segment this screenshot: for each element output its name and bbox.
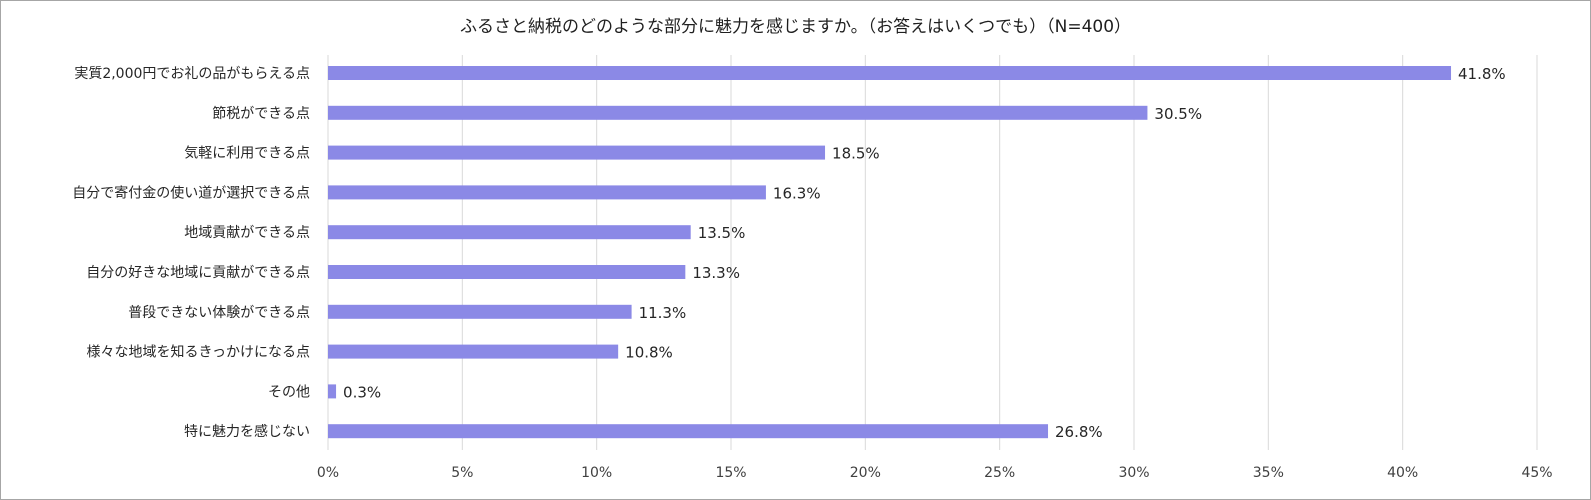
x-tick-label: 5% [451, 465, 473, 481]
value-label: 18.5% [832, 145, 880, 163]
category-label: 自分の好きな地域に貢献ができる点 [86, 265, 310, 281]
bar [328, 384, 337, 399]
x-tick-label: 10% [581, 465, 612, 481]
category-label: その他 [268, 384, 310, 400]
value-label: 16.3% [773, 184, 821, 202]
chart-title: ふるさと納税のどのような部分に魅力を感じますか。（お答えはいくつでも）（N=40… [459, 17, 1132, 37]
bar [328, 304, 632, 319]
x-tick-label: 15% [715, 465, 746, 481]
value-label: 10.8% [625, 344, 673, 362]
value-label: 0.3% [343, 383, 381, 401]
x-tick-label: 20% [850, 465, 881, 481]
category-label: 自分で寄付金の使い道が選択できる点 [72, 184, 310, 201]
category-label: 節税ができる点 [212, 105, 310, 122]
category-label: 実質2,000円でお礼の品がもらえる点 [74, 66, 310, 82]
category-label: 気軽に利用できる点 [184, 146, 310, 162]
x-tick-label: 40% [1387, 465, 1418, 481]
category-label: 様々な地域を知るきっかけになる点 [87, 344, 310, 361]
bar [328, 225, 691, 240]
value-label: 30.5% [1154, 105, 1202, 123]
value-label: 13.3% [692, 264, 740, 282]
bars [328, 66, 1452, 439]
x-tick-label: 45% [1521, 465, 1552, 481]
value-label: 41.8% [1458, 65, 1506, 83]
bar [328, 145, 826, 160]
value-label: 11.3% [639, 304, 687, 322]
x-tick-label: 25% [984, 465, 1015, 481]
x-tick-label: 30% [1118, 465, 1149, 481]
bar [328, 265, 686, 279]
value-label: 13.5% [698, 224, 746, 242]
category-label: 地域貢献ができる点 [184, 225, 310, 241]
x-tick-label: 0% [317, 465, 339, 481]
bar [328, 424, 1049, 439]
value-label: 26.8% [1055, 423, 1103, 441]
bar [328, 185, 766, 200]
labels: 0% 5% 10% 15% 20% 25% 30% 35% 40% 45% 実質2,000円でお礼の… [72, 65, 1552, 481]
category-label: 特に魅力を感じない [184, 423, 310, 440]
bar [328, 344, 619, 359]
category-label: 普段できない体験ができる点 [128, 305, 310, 321]
bar [328, 66, 1452, 80]
gridlines [327, 55, 1538, 450]
bar [328, 105, 1148, 120]
x-tick-label: 35% [1253, 465, 1284, 481]
